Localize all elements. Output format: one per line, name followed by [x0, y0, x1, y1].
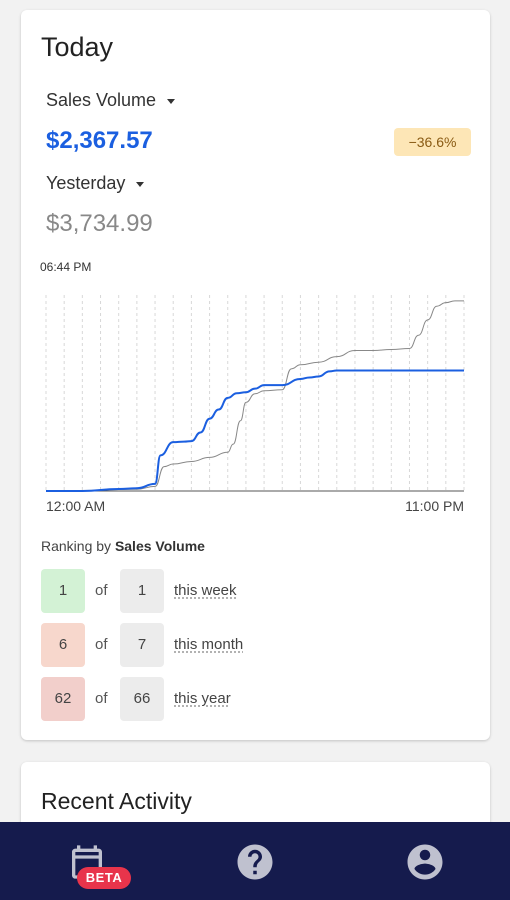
today-title: Today	[41, 32, 114, 62]
compare-dropdown-label: Yesterday	[46, 173, 126, 193]
rank-period-link[interactable]: this week	[174, 582, 237, 599]
rank-value: 1	[41, 569, 85, 613]
today-card: Today Sales Volume $2,367.57 −36.6% Yest…	[21, 10, 490, 740]
ranking-row-week: 1 of 1 this week	[41, 569, 461, 613]
ranking-row-month: 6 of 7 this month	[41, 623, 461, 667]
ranking-heading-metric: Sales Volume	[114, 538, 205, 554]
rank-total: 1	[120, 569, 164, 613]
chevron-down-icon	[167, 98, 176, 104]
chevron-down-icon	[136, 181, 145, 187]
x-axis-end-label: 11:00 PM	[405, 498, 464, 514]
bottom-navigation: BETA	[0, 822, 510, 900]
sales-chart: 06:44 PM 12:00 AM 11:00 PM	[21, 255, 490, 520]
chart-time-label: 06:44 PM	[40, 260, 92, 274]
nav-help-button[interactable]	[215, 822, 295, 900]
ranking-heading: Ranking by Sales Volume	[41, 538, 205, 554]
series-line-today	[46, 369, 464, 492]
rank-of-text: of	[95, 690, 108, 707]
change-percent-badge: −36.6%	[394, 128, 471, 156]
compare-sales-value: $3,734.99	[46, 210, 153, 237]
compare-dropdown[interactable]: Yesterday	[46, 173, 145, 194]
rank-total: 7	[120, 623, 164, 667]
recent-activity-title: Recent Activity	[41, 788, 192, 814]
current-sales-value: $2,367.57	[46, 127, 153, 154]
rank-total: 66	[120, 677, 164, 721]
chart-plot	[45, 295, 465, 492]
nav-account-button[interactable]	[385, 822, 465, 900]
account-icon	[407, 844, 443, 880]
ranking-heading-prefix: Ranking by	[41, 538, 115, 554]
x-axis-start-label: 12:00 AM	[46, 498, 106, 514]
rank-of-text: of	[95, 582, 108, 599]
rank-value: 62	[41, 677, 85, 721]
metric-dropdown-label: Sales Volume	[46, 90, 157, 110]
beta-badge: BETA	[77, 867, 131, 889]
nav-calendar-button[interactable]: BETA	[45, 822, 131, 900]
metric-dropdown[interactable]: Sales Volume	[46, 90, 176, 111]
series-line-yesterday	[45, 300, 464, 492]
help-icon	[237, 844, 273, 880]
rank-of-text: of	[95, 636, 108, 653]
rank-period-link[interactable]: this year	[174, 690, 231, 707]
rank-period-link[interactable]: this month	[174, 636, 244, 653]
ranking-row-year: 62 of 66 this year	[41, 677, 461, 721]
rank-value: 6	[41, 623, 85, 667]
